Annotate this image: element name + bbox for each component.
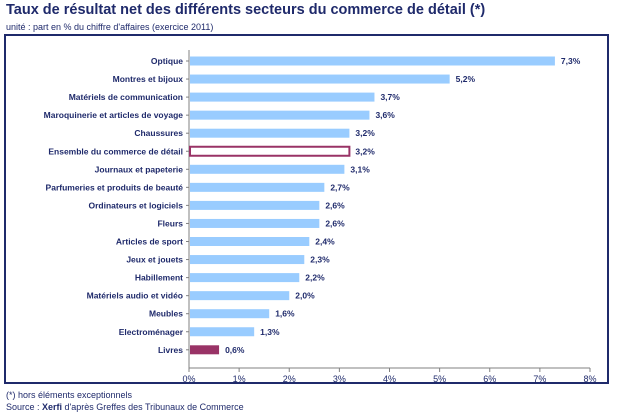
value-label: 2,6% [325,218,345,228]
category-label: Livres [158,345,183,355]
value-label: 7,3% [561,56,581,66]
value-label: 3,2% [355,146,375,156]
x-tick-label: 0% [182,374,195,382]
category-label: Ordinateurs et logiciels [89,200,184,210]
x-tick-label: 8% [583,374,596,382]
bar [190,345,220,355]
chart-frame: 0% 1% 2% 3% 4% 5% 6% 7% 8% Optique 7,3% Montres et … [4,34,609,384]
source-suffix: d'après Greffes des Tribunaux de Commerc… [62,402,244,412]
value-label: 2,4% [315,237,335,247]
bar [190,92,375,102]
bar [190,164,345,174]
bar [190,200,320,210]
chart-subtitle: unité : part en % du chiffre d'affaires … [6,22,214,32]
value-label: 3,6% [375,110,395,120]
value-label: 2,2% [305,273,325,283]
value-label: 3,7% [380,92,400,102]
source-brand: Xerfi [42,402,63,412]
category-label: Matériels de communication [69,92,183,102]
bar [190,327,255,337]
category-label: Ensemble du commerce de détail [48,146,183,156]
category-label: Meubles [149,309,183,319]
bar [190,255,305,265]
bar [190,237,310,246]
value-label: 2,3% [310,255,330,265]
category-label: Fleurs [157,218,183,228]
bar [189,145,351,157]
bar [190,128,350,138]
bar [190,56,555,66]
bar [190,74,450,84]
footnote: (*) hors éléments exceptionnels [6,390,133,400]
category-label: Electroménager [119,327,184,337]
x-tick-label: 7% [533,374,546,382]
x-tick-label: 5% [433,374,446,382]
bar [190,273,300,283]
category-label: Parfumeries et produits de beauté [46,182,184,192]
bar-chart: 0% 1% 2% 3% 4% 5% 6% 7% 8% Optique 7,3% Montres et … [44,50,597,382]
bar [190,110,370,120]
source-prefix: Source : [6,402,43,412]
bar [190,291,290,301]
value-label: 1,6% [275,309,295,319]
category-label: Matériels audio et vidéo [87,291,183,301]
value-label: 1,3% [260,327,280,337]
category-label: Optique [151,56,183,66]
x-tick-label: 1% [233,374,246,382]
bar [190,309,270,319]
value-label: 0,6% [225,345,245,355]
category-label: Montres et bijoux [113,74,184,84]
x-tick-label: 3% [333,374,346,382]
value-label: 2,0% [295,291,315,301]
x-tick-label: 2% [283,374,296,382]
category-label: Habillement [135,273,183,283]
value-label: 2,6% [325,200,345,210]
x-tick-label: 4% [383,374,396,382]
value-label: 3,2% [355,128,375,138]
category-label: Articles de sport [116,237,183,247]
bar [190,182,325,192]
chart-title: Taux de résultat net des différents sect… [6,2,486,18]
category-label: Journaux et papeterie [95,164,184,174]
value-label: 2,7% [330,182,350,192]
category-label: Jeux et jouets [126,255,183,265]
category-label: Chaussures [134,128,183,138]
category-label: Maroquinerie et articles de voyage [44,110,184,120]
value-label: 3,1% [350,164,370,174]
value-label: 5,2% [456,74,476,84]
bar [190,218,320,228]
x-tick-label: 6% [483,374,496,382]
source-line: Source : Xerfi d'après Greffes des Tribu… [6,402,244,412]
